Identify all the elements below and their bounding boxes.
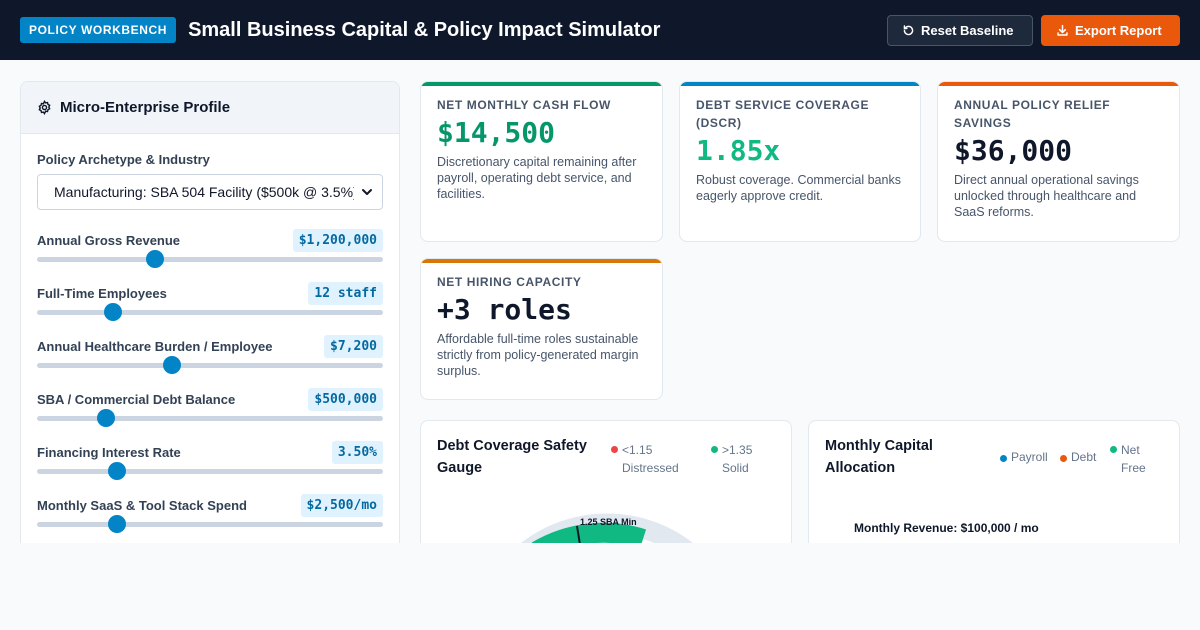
slider-debt-balance: SBA / Commercial Debt Balance $500,000 [37,387,383,440]
legend-label: Debt [1071,450,1097,464]
metric-value: +3 roles [437,293,572,326]
workbench-badge: POLICY WORKBENCH [20,17,177,43]
archetype-selected-value: Manufacturing: SBA 504 Facility ($500k @… [54,184,354,200]
dscr-gauge: 1.25 SBA Min [521,513,693,543]
slider-value: 3.50% [331,440,383,464]
slider-track[interactable] [37,356,383,374]
sba-min-marker [576,525,581,543]
slider-label: Full-Time Employees [37,285,167,301]
metric-value: $36,000 [954,134,1073,167]
metric-card-hiring-capacity: NET HIRING CAPACITY +3 roles Affordable … [420,258,663,400]
allocation-legend: Payroll Debt Net Free [1000,441,1151,477]
dscr-gauge-card: Debt Coverage Safety Gauge <1.15 Distres… [420,420,792,543]
slider-thumb[interactable] [107,515,126,533]
archetype-label: Policy Archetype & Industry [37,152,210,167]
profile-panel-header: Micro-Enterprise Profile [21,82,399,134]
slider-value: $2,500/mo [300,493,383,517]
metric-description: Direct annual operational savings unlock… [954,173,1139,219]
slider-thumb[interactable] [104,303,123,321]
monthly-revenue-label: Monthly Revenue: $100,000 / mo [854,521,1039,535]
slider-label: Monthly SaaS & Tool Stack Spend [37,497,247,513]
download-icon [1057,24,1068,36]
slider-interest-rate: Financing Interest Rate 3.50% [37,440,383,493]
metric-card-policy-savings: ANNUAL POLICY RELIEF SAVINGS $36,000 Dir… [937,81,1180,242]
legend-item-distressed: <1.15 Distressed [611,441,711,477]
legend-item-debt: Debt [1060,450,1110,477]
legend-dot [1060,455,1067,462]
slider-label: Annual Healthcare Burden / Employee [37,338,273,354]
metric-label: DEBT SERVICE COVERAGE (DSCR) [696,98,870,130]
legend-item-payroll: Payroll [1000,450,1060,477]
slider-value: 12 staff [308,281,383,305]
slider-label: Annual Gross Revenue [37,232,181,248]
metric-card-dscr: DEBT SERVICE COVERAGE (DSCR) 1.85x Robus… [679,81,921,242]
legend-dot [1000,455,1007,462]
legend-dot [1110,446,1117,453]
metric-description: Affordable full-time roles sustainable s… [437,332,639,378]
export-report-button[interactable]: Export Report [1041,14,1180,46]
main-area: Micro-Enterprise Profile Policy Archetyp… [0,61,1200,543]
slider-list: Annual Gross Revenue $1,200,000 Full-Time… [37,228,383,543]
slider-thumb[interactable] [162,356,181,374]
slider-value: $1,200,000 [292,228,383,252]
allocation-title: Monthly Capital Allocation [825,438,933,476]
slider-value: $7,200 [324,334,383,358]
profile-panel-title: Micro-Enterprise Profile [60,99,231,116]
chevron-down-icon [362,189,372,195]
slider-thumb[interactable] [97,409,116,427]
metric-label: ANNUAL POLICY RELIEF SAVINGS [954,98,1111,130]
slider-employees: Full-Time Employees 12 staff [37,281,383,334]
slider-track[interactable] [37,515,383,533]
slider-value: $500,000 [308,387,383,411]
slider-label: SBA / Commercial Debt Balance [37,391,236,407]
slider-healthcare: Annual Healthcare Burden / Employee $7,20… [37,334,383,387]
slider-track[interactable] [37,303,383,321]
gauge-fill [531,522,647,543]
capital-allocation-card: Monthly Capital Allocation Payroll Debt … [808,420,1180,543]
slider-thumb[interactable] [145,250,164,268]
slider-track[interactable] [37,250,383,268]
reset-baseline-label: Reset Baseline [921,22,1014,38]
slider-revenue: Annual Gross Revenue $1,200,000 [37,228,383,281]
reset-baseline-button[interactable]: Reset Baseline [887,14,1033,46]
metric-value: $14,500 [437,116,556,149]
slider-thumb[interactable] [107,462,126,480]
export-report-label: Export Report [1075,22,1162,38]
legend-dot [711,446,718,453]
slider-track[interactable] [37,462,383,480]
legend-label: Payroll [1011,450,1048,464]
top-bar: POLICY WORKBENCH Small Business Capital … [0,0,1200,60]
slider-label: Financing Interest Rate [37,444,181,460]
legend-label: Net Free [1121,443,1146,475]
legend-item-net-free: Net Free [1110,441,1151,477]
metric-card-cash-flow: NET MONTHLY CASH FLOW $14,500 Discretion… [420,81,663,242]
legend-item-solid: >1.35 Solid [711,441,766,477]
metric-label: NET MONTHLY CASH FLOW [437,98,611,112]
profile-panel: Micro-Enterprise Profile Policy Archetyp… [20,81,400,543]
legend-dot [611,446,618,453]
reset-icon [903,24,914,35]
gauge-title: Debt Coverage Safety Gauge [437,438,587,476]
gear-icon [38,100,51,115]
app-title: Small Business Capital & Policy Impact S… [188,18,661,41]
metric-description: Discretionary capital remaining after pa… [437,155,637,201]
gauge-legend: <1.15 Distressed >1.35 Solid [611,441,766,477]
slider-saas-spend: Monthly SaaS & Tool Stack Spend $2,500/mo [37,493,383,543]
metric-label: NET HIRING CAPACITY [437,275,582,289]
slider-track[interactable] [37,409,383,427]
sba-min-label: 1.25 SBA Min [580,517,637,527]
legend-label: <1.15 Distressed [622,443,679,475]
legend-label: >1.35 Solid [722,443,753,475]
metric-value: 1.85x [696,134,781,167]
archetype-select[interactable]: Manufacturing: SBA 504 Facility ($500k @… [37,174,383,210]
metric-description: Robust coverage. Commercial banks eagerl… [696,173,901,203]
